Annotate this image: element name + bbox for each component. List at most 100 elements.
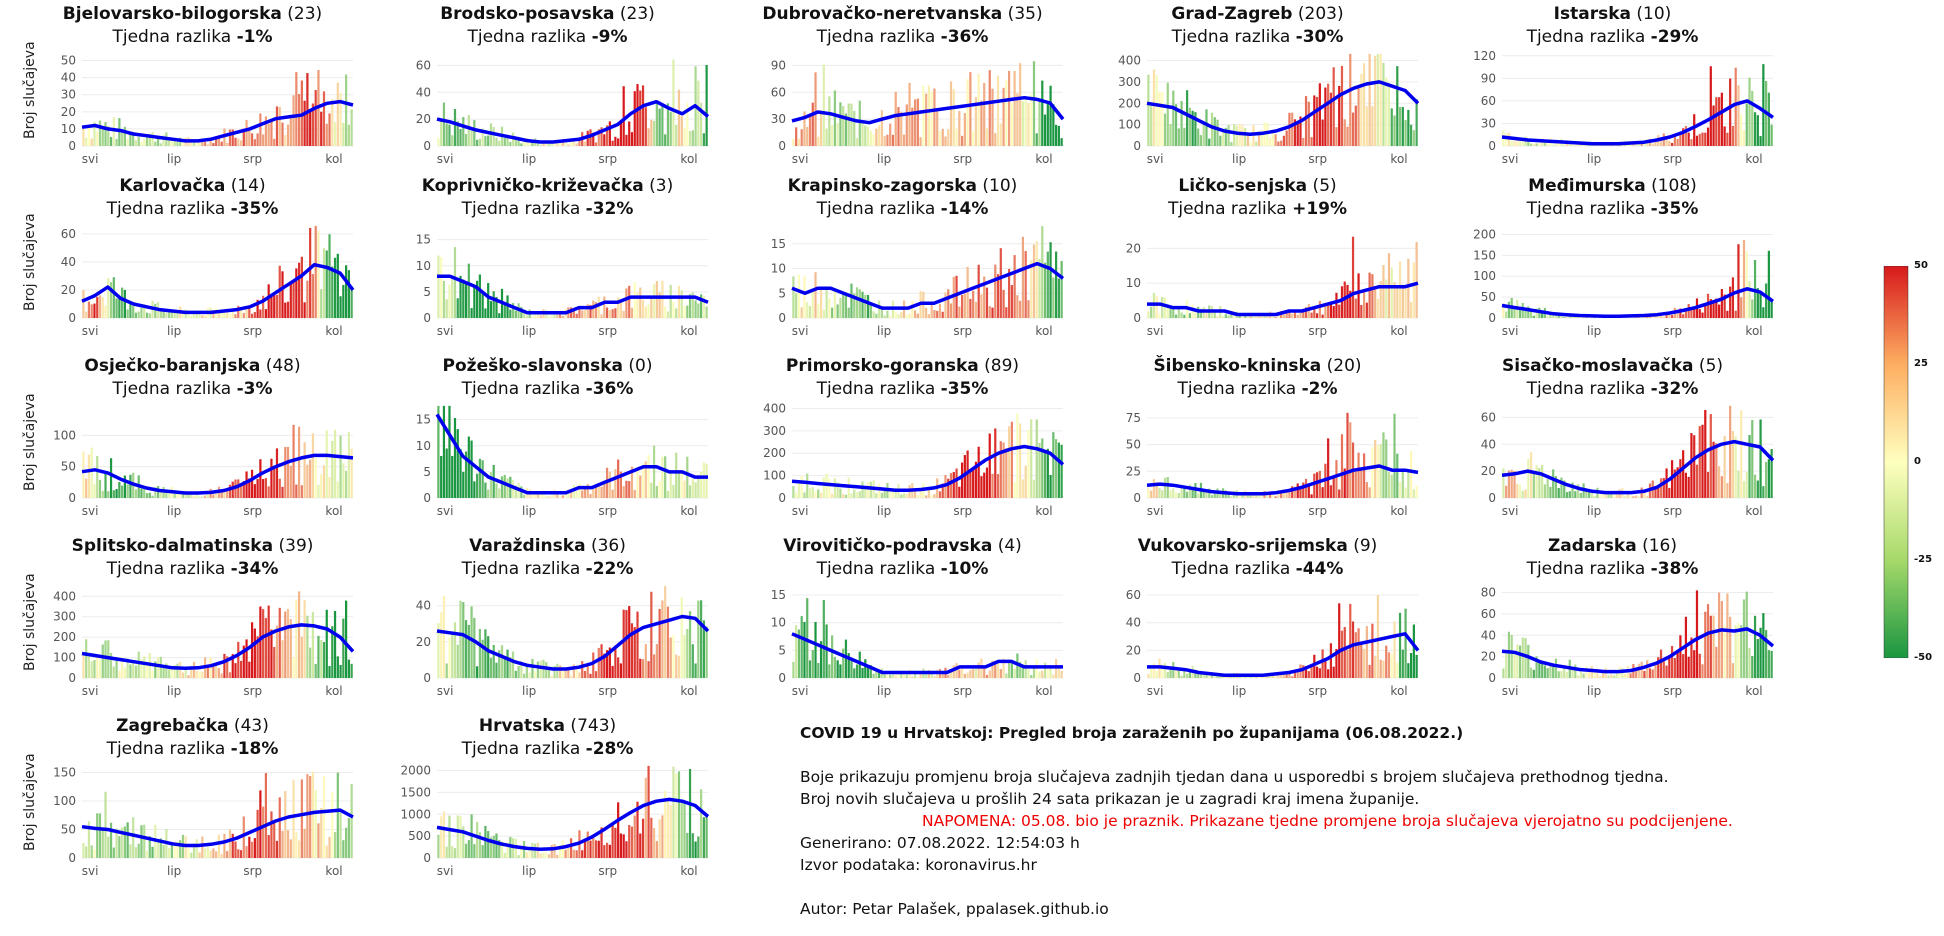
bar [82, 842, 85, 858]
bar [270, 458, 273, 498]
bar [289, 839, 292, 858]
bar [985, 467, 989, 498]
bar [1374, 439, 1377, 498]
bar [952, 89, 955, 146]
bar [1560, 314, 1563, 318]
bar [503, 137, 506, 146]
bar [484, 825, 487, 858]
bar [652, 284, 656, 318]
bar [1599, 676, 1602, 678]
bar [181, 311, 185, 318]
bar [1532, 144, 1535, 146]
x-tick-label: svi [1502, 324, 1519, 338]
panel-title: Zadarska (16) Tjedna razlika -38% [1440, 535, 1785, 581]
bar [633, 627, 636, 678]
bar [1535, 143, 1538, 146]
bar [132, 817, 135, 858]
bar [864, 295, 867, 318]
bar [137, 843, 140, 858]
bar [1304, 478, 1308, 498]
bar [256, 299, 259, 318]
bar [1510, 140, 1513, 146]
bar [988, 70, 991, 146]
bar [123, 475, 126, 498]
bar [476, 139, 479, 146]
x-tick-label: lip [522, 504, 536, 518]
y-tick-label: 20 [61, 105, 76, 119]
bar [459, 275, 462, 318]
bar [1332, 305, 1335, 318]
bar [597, 483, 600, 498]
bar [311, 103, 315, 146]
bar [1296, 123, 1299, 146]
bar [589, 129, 592, 146]
bar [1293, 671, 1297, 678]
bar [1407, 472, 1410, 498]
bar [473, 481, 476, 498]
bar [1249, 142, 1252, 146]
bar [669, 111, 672, 146]
bar [1230, 676, 1233, 678]
bar [1731, 277, 1735, 318]
bar [955, 663, 958, 678]
bar [292, 657, 295, 678]
bar [267, 123, 270, 146]
bar [1571, 667, 1574, 678]
bar [797, 274, 801, 318]
bar [320, 111, 323, 146]
bar [129, 474, 132, 498]
bar [154, 661, 157, 678]
bar [842, 648, 845, 678]
panel-title: Požeško-slavonska (0) Tjedna razlika -36% [375, 355, 720, 401]
bar [242, 481, 245, 498]
bar [628, 825, 631, 858]
weekly-change-value: -32% [1650, 379, 1699, 399]
bar [1398, 482, 1402, 498]
county-panel: Zadarska (16) Tjedna razlika -38% 0 20 40 60 8… [1440, 532, 1785, 712]
bar [525, 315, 528, 318]
bar [872, 311, 875, 318]
bar [1737, 623, 1740, 678]
bar [1260, 676, 1263, 678]
weekly-change-label: Tjedna razlika [461, 559, 586, 579]
bar [484, 482, 487, 498]
bar [1030, 93, 1033, 146]
bar [1568, 315, 1571, 318]
bar [317, 823, 320, 858]
bar [476, 280, 479, 318]
bar [198, 671, 201, 678]
bar [1197, 128, 1200, 146]
y-tick-label: 100 [53, 428, 76, 442]
bar [220, 673, 223, 678]
bar [190, 665, 193, 678]
county-name: Međimurska [1528, 176, 1646, 196]
bar [1410, 653, 1413, 678]
county-name: Varaždinska [469, 536, 586, 556]
info-note: NAPOMENA: 05.08. bio je praznik. Prikaza… [922, 812, 1733, 830]
bar [1357, 628, 1360, 678]
x-tick-label: srp [1308, 152, 1327, 166]
bar [1390, 108, 1393, 146]
bar [1554, 475, 1558, 498]
bar [655, 281, 658, 318]
bar [445, 448, 448, 498]
x-tick-label: svi [792, 152, 809, 166]
bar [930, 671, 933, 678]
bar [289, 619, 292, 678]
bar [1233, 124, 1236, 146]
bar [1623, 495, 1627, 498]
bar [511, 651, 515, 678]
bar [913, 99, 917, 146]
x-tick-label: srp [1663, 684, 1682, 698]
y-tick-label: 50 [61, 54, 76, 68]
bar [1662, 661, 1665, 678]
bar [1057, 442, 1060, 498]
bar [281, 640, 284, 678]
moving-average-line [1147, 281, 1419, 317]
bar [817, 489, 820, 498]
bar [1737, 244, 1740, 318]
bar [118, 482, 121, 498]
